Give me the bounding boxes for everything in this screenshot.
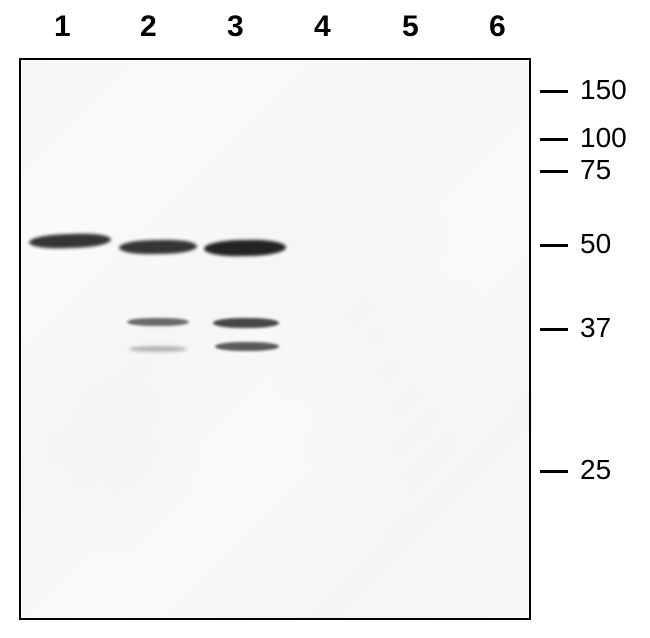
mw-tick-150 bbox=[540, 90, 568, 93]
mw-label-150: 150 bbox=[580, 74, 627, 106]
mw-tick-75 bbox=[540, 170, 568, 173]
mw-label-37: 37 bbox=[580, 312, 611, 344]
lane-label-5: 5 bbox=[402, 10, 419, 44]
band-lane3-34kda bbox=[215, 342, 279, 351]
mw-tick-50 bbox=[540, 244, 568, 247]
lane-label-3: 3 bbox=[227, 10, 244, 44]
lane-label-1: 1 bbox=[54, 10, 71, 44]
mw-tick-25 bbox=[540, 470, 568, 473]
lane-label-2: 2 bbox=[140, 10, 157, 44]
band-lane2-37kda bbox=[127, 318, 189, 326]
mw-tick-100 bbox=[540, 138, 568, 141]
blot-membrane-frame bbox=[19, 58, 531, 620]
western-blot-figure: { "figure": { "width_px": 650, "height_p… bbox=[0, 0, 650, 638]
membrane-background bbox=[21, 60, 529, 618]
mw-label-25: 25 bbox=[580, 454, 611, 486]
mw-label-75: 75 bbox=[580, 154, 611, 186]
lane-label-4: 4 bbox=[314, 10, 331, 44]
mw-label-100: 100 bbox=[580, 122, 627, 154]
lane-label-6: 6 bbox=[489, 10, 506, 44]
band-lane3-37kda bbox=[213, 318, 279, 328]
mw-tick-37 bbox=[540, 328, 568, 331]
band-lane2-34kda bbox=[129, 346, 187, 352]
mw-label-50: 50 bbox=[580, 228, 611, 260]
